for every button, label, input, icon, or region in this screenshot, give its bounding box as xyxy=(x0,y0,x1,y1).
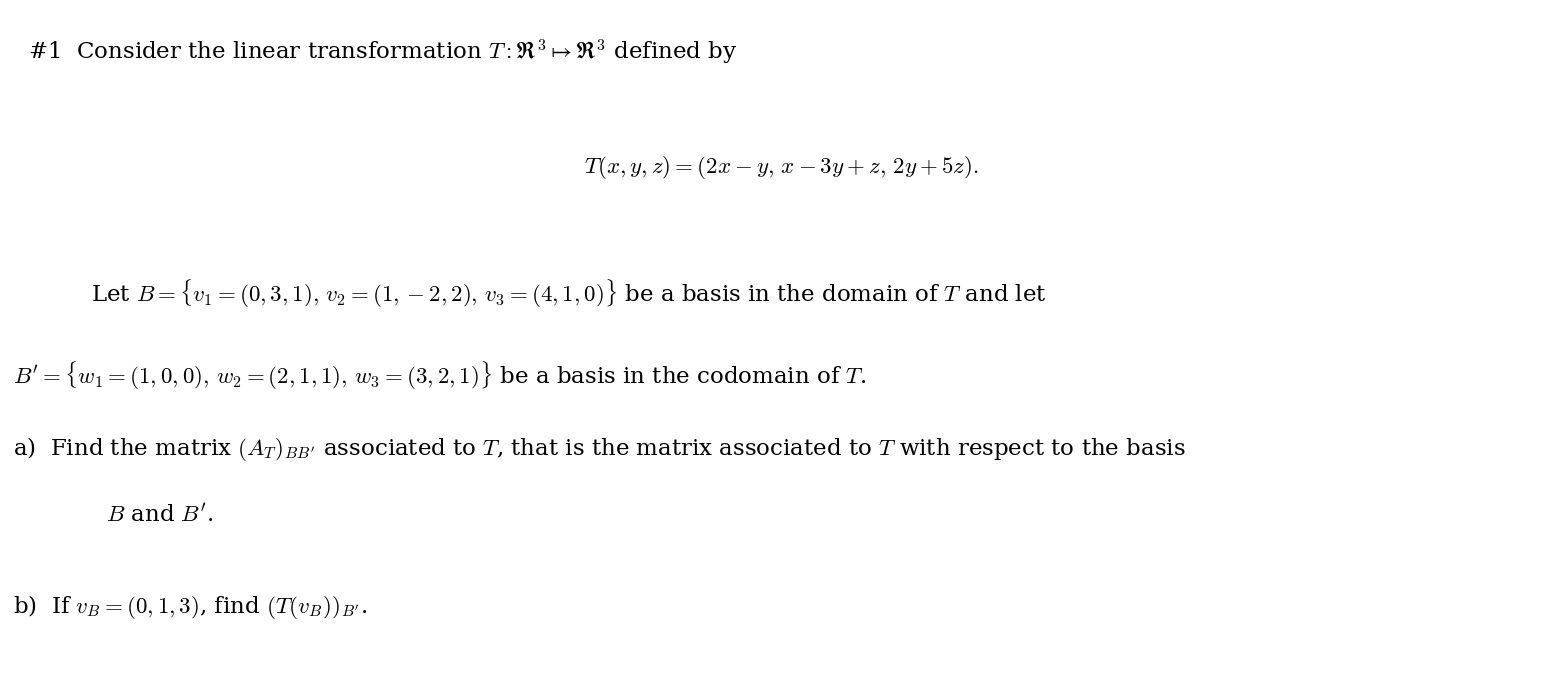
Text: a)  Find the matrix $(A_T)_{BB'}$ associated to $T$, that is the matrix associat: a) Find the matrix $(A_T)_{BB'}$ associa… xyxy=(13,435,1185,463)
Text: $T(x, y, z) = (2x - y,\, x - 3y + z,\, 2y + 5z).$: $T(x, y, z) = (2x - y,\, x - 3y + z,\, 2… xyxy=(585,154,978,181)
Text: #1  Consider the linear transformation $T : \mathfrak{R}^3 \mapsto \mathfrak{R}^: #1 Consider the linear transformation $T… xyxy=(28,38,738,67)
Text: Let $B = \{v_1 = (0, 3, 1),\, v_2 = (1, -2, 2),\, v_3 = (4, 1, 0)\}$ be a basis : Let $B = \{v_1 = (0, 3, 1),\, v_2 = (1, … xyxy=(91,277,1046,310)
Text: b)  If $v_B = (0, 1, 3)$, find $(T(v_B))_{B'}$.: b) If $v_B = (0, 1, 3)$, find $(T(v_B))_… xyxy=(13,593,367,621)
Text: $B' = \{w_1 = (1, 0, 0),\, w_2 = (2, 1, 1),\, w_3 = (3, 2, 1)\}$ be a basis in t: $B' = \{w_1 = (1, 0, 0),\, w_2 = (2, 1, … xyxy=(13,360,866,393)
Text: $B$ and $B'$.: $B$ and $B'$. xyxy=(106,503,214,526)
